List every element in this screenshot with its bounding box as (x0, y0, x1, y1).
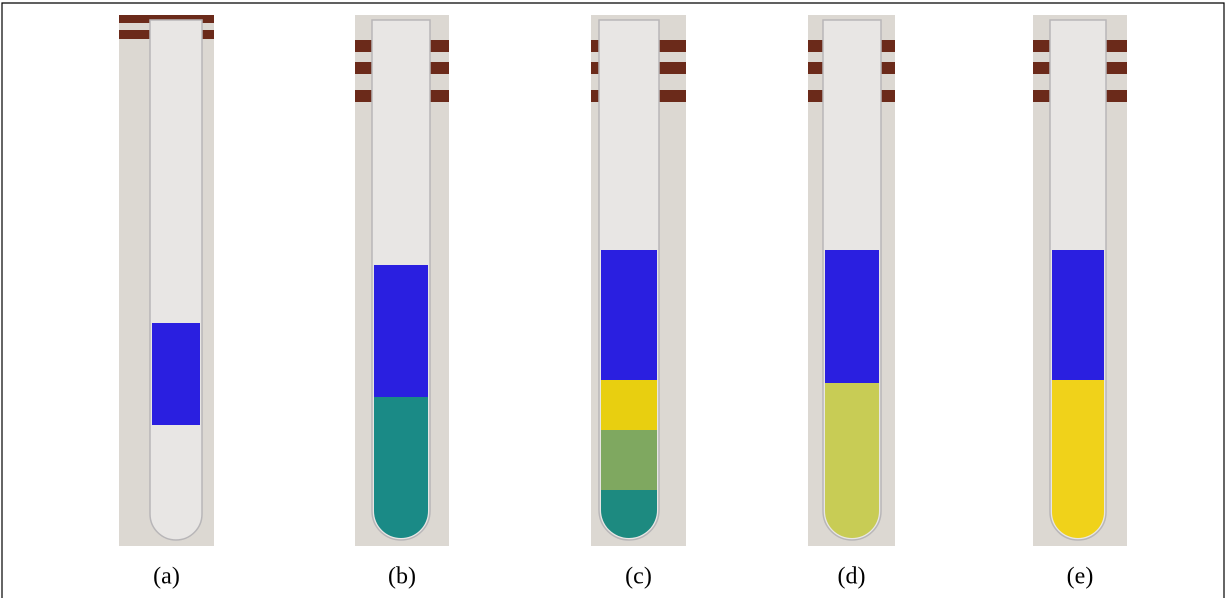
caption: (b) (388, 564, 416, 590)
caption: (e) (1067, 564, 1094, 590)
caption: (c) (625, 564, 652, 590)
liquid (1052, 380, 1104, 538)
photo: (b) (355, 15, 449, 590)
liquid (374, 397, 428, 538)
figure: (a) (b) (c) (d) (e) (0, 0, 1226, 598)
photo: (c) (591, 15, 686, 590)
liquid (1052, 250, 1104, 380)
caption: (a) (153, 564, 180, 590)
liquid (601, 380, 657, 430)
photo: (e) (1033, 15, 1127, 590)
liquid (825, 250, 879, 383)
liquid (152, 323, 200, 425)
photo: (d) (808, 15, 895, 590)
liquid (825, 383, 879, 538)
test-tube (150, 20, 202, 540)
liquid (374, 265, 428, 397)
liquid (601, 430, 657, 490)
photo: (a) (119, 15, 214, 590)
liquid (601, 250, 657, 380)
caption: (d) (838, 564, 866, 590)
